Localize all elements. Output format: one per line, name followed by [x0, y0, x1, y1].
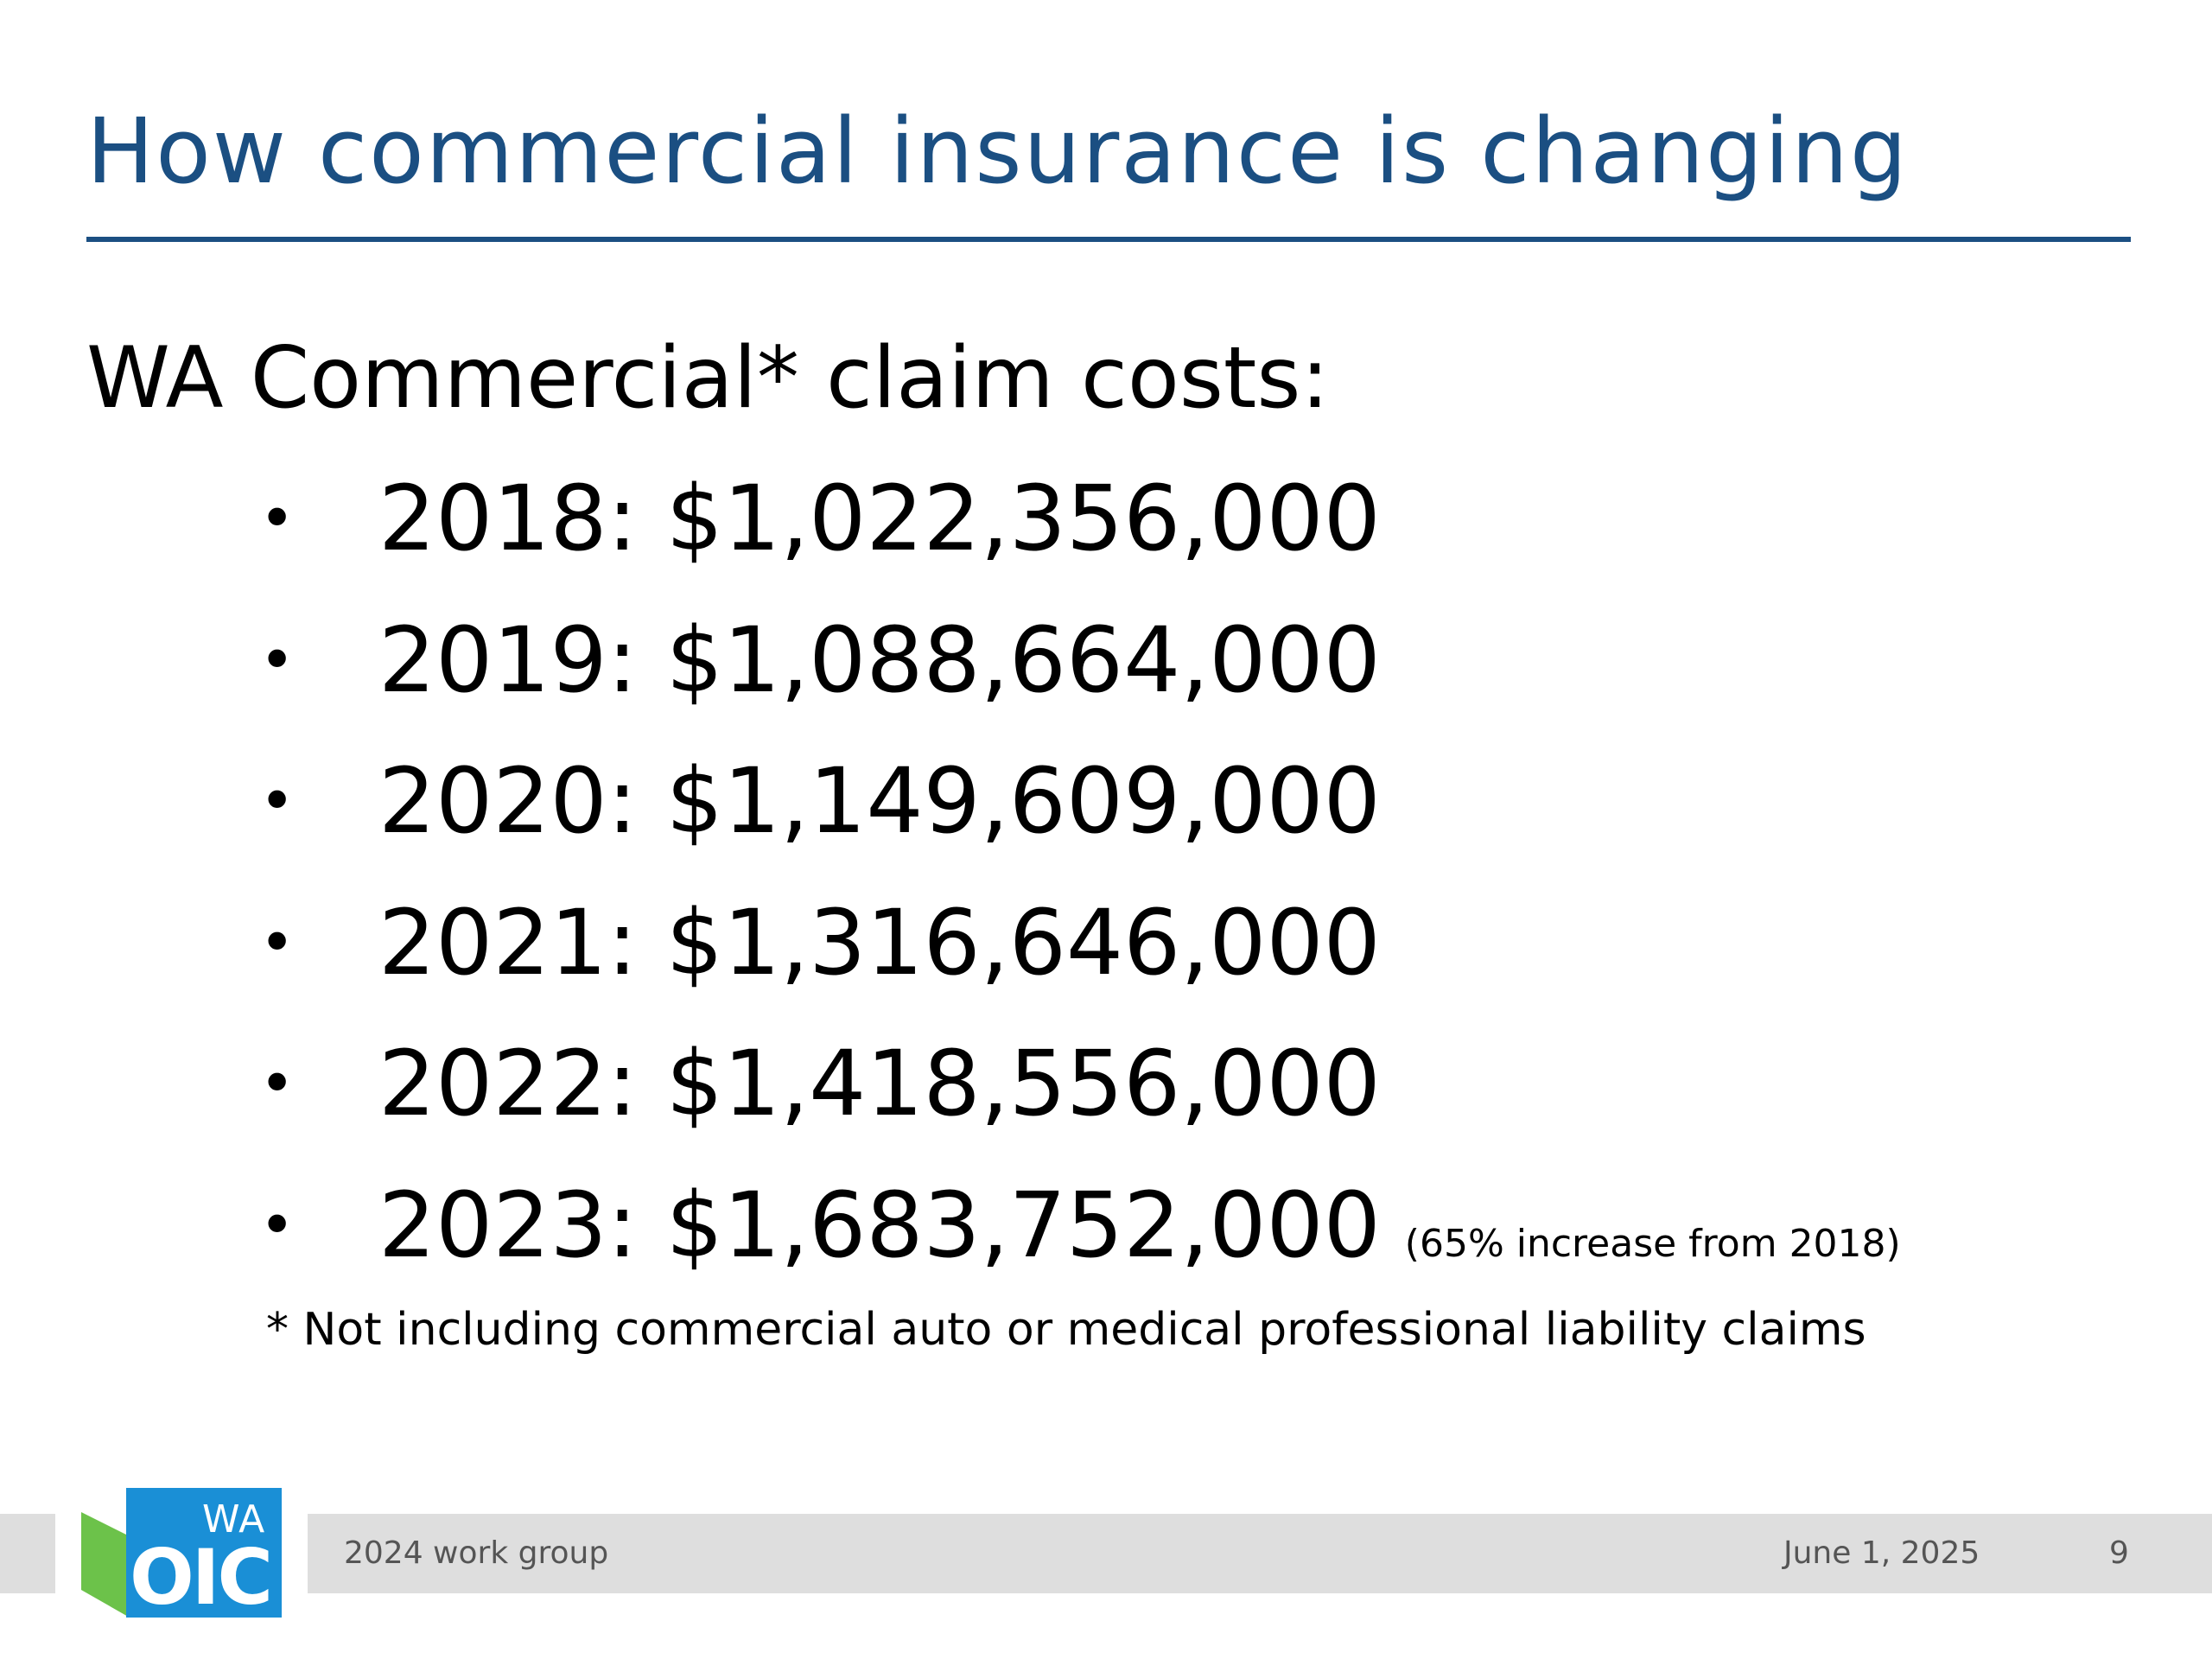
cost-entry-2019: 2019: $1,088,664,000	[378, 607, 1381, 713]
cost-entry-2021: 2021: $1,316,646,000	[378, 889, 1381, 995]
logo-text-wa: WA	[202, 1497, 266, 1541]
subtitle: WA Commercial* claim costs:	[86, 329, 1330, 428]
cost-entry-2020: 2020: $1,149,609,000	[378, 748, 1381, 854]
footer-group-label: 2024 work group	[344, 1535, 609, 1571]
bullet-icon: •	[259, 483, 296, 554]
footer-date: June 1, 2025	[1783, 1535, 1980, 1571]
slide-title: How commercial insurance is changing	[86, 99, 1909, 204]
increase-note: (65% increase from 2018)	[1404, 1221, 1901, 1266]
wa-oic-logo: WA OIC	[81, 1488, 282, 1618]
logo-text-oic: OIC	[130, 1533, 273, 1622]
cost-value-2023: 2023: $1,683,752,000	[378, 1172, 1381, 1278]
footer-bar	[308, 1514, 2212, 1593]
cost-entry-2022: 2022: $1,418,556,000	[378, 1031, 1381, 1136]
cost-entry-2018: 2018: $1,022,356,000	[378, 466, 1381, 571]
bullet-icon: •	[259, 1189, 296, 1261]
bullet-icon: •	[259, 766, 296, 836]
title-divider	[86, 237, 2131, 242]
logo-graphic	[81, 1488, 282, 1618]
bullet-icon: •	[259, 1048, 296, 1119]
footer-bar-left	[0, 1514, 55, 1593]
cost-entry-2023: 2023: $1,683,752,000 (65% increase from 2…	[378, 1165, 1901, 1305]
page-number: 9	[2109, 1535, 2129, 1571]
bullet-icon: •	[259, 906, 296, 978]
bullet-icon: •	[259, 624, 296, 696]
footnote: * Not including commercial auto or medic…	[266, 1304, 1866, 1356]
